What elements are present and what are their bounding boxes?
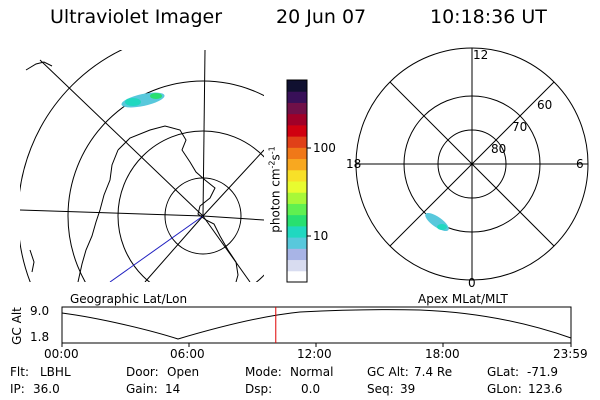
colorbar-band [287, 80, 307, 92]
alt-tick-1-8: 1.8 [30, 330, 50, 344]
colorbar-band [287, 91, 307, 103]
colorbar-band [287, 259, 307, 272]
colorbar-band [287, 214, 307, 227]
time-tick-0000: 00:00 [44, 347, 79, 361]
seq-value: 39 [400, 382, 416, 396]
gcalt-label: GC Alt: [367, 365, 409, 379]
altitude-ylabel: GC Alt [10, 307, 24, 345]
observation-date: 20 Jun 07 [276, 6, 367, 28]
gain-value: 14 [165, 382, 181, 396]
colorbar-band [287, 169, 307, 182]
colorbar-band [287, 158, 307, 171]
mlat-label-80: 80 [491, 142, 507, 156]
colorbar-band [287, 192, 307, 204]
geographic-caption: Geographic Lat/Lon [70, 292, 188, 306]
mlt-label-0: 0 [468, 276, 476, 290]
dsp-label: Dsp: [245, 382, 273, 396]
colorbar-band [287, 237, 307, 249]
gain-label: Gain: [126, 382, 158, 396]
mlt-label-12: 12 [473, 48, 489, 62]
glat-label: GLat: [487, 365, 520, 379]
glat-value: -71.9 [527, 365, 559, 379]
mode-value: Normal [290, 365, 334, 379]
ip-label: IP: [10, 382, 25, 396]
colorbar-band [287, 136, 307, 148]
colorbar-band [287, 181, 307, 193]
glon-label: GLon: [487, 382, 522, 396]
mlat-label-70: 70 [512, 120, 528, 134]
mlt-label-6: 6 [576, 157, 584, 171]
seq-label: Seq: [367, 382, 394, 396]
colorbar-band [287, 248, 307, 261]
glon-value: 123.6 [528, 382, 563, 396]
mode-label: Mode: [245, 365, 282, 379]
colorbar-band [287, 102, 307, 115]
time-tick-0600: 06:00 [170, 347, 205, 361]
mlat-label-60: 60 [537, 98, 553, 112]
observation-time: 10:18:36 UT [430, 6, 547, 28]
gcalt-value: 7.4 Re [414, 365, 453, 379]
alt-tick-9: 9.0 [30, 304, 50, 318]
door-value: Open [167, 365, 200, 379]
instrument-title: Ultraviolet Imager [50, 6, 223, 28]
colorbar-band [287, 124, 307, 137]
time-tick-2359: 23:59 [553, 347, 588, 361]
colorbar-band [287, 225, 307, 238]
mlt-label-18: 18 [346, 157, 362, 171]
apex-caption: Apex MLat/MLT [418, 292, 508, 306]
time-tick-1800: 18:00 [425, 347, 460, 361]
colorbar-tick-100: 100 [313, 141, 336, 155]
door-label: Door: [126, 365, 159, 379]
colorbar-band [287, 147, 307, 160]
time-tick-1200: 12:00 [297, 347, 332, 361]
flt-value: LBHL [40, 365, 71, 379]
colorbar-tick-10: 10 [313, 229, 329, 243]
colorbar-label: photon cm-2s-1 [267, 146, 283, 233]
colorbar-band [287, 203, 307, 216]
colorbar-band [287, 270, 307, 283]
flt-label: Flt: [10, 365, 29, 379]
ip-value: 36.0 [33, 382, 60, 396]
colorbar-band [287, 113, 307, 126]
dsp-value: 0.0 [301, 382, 321, 396]
